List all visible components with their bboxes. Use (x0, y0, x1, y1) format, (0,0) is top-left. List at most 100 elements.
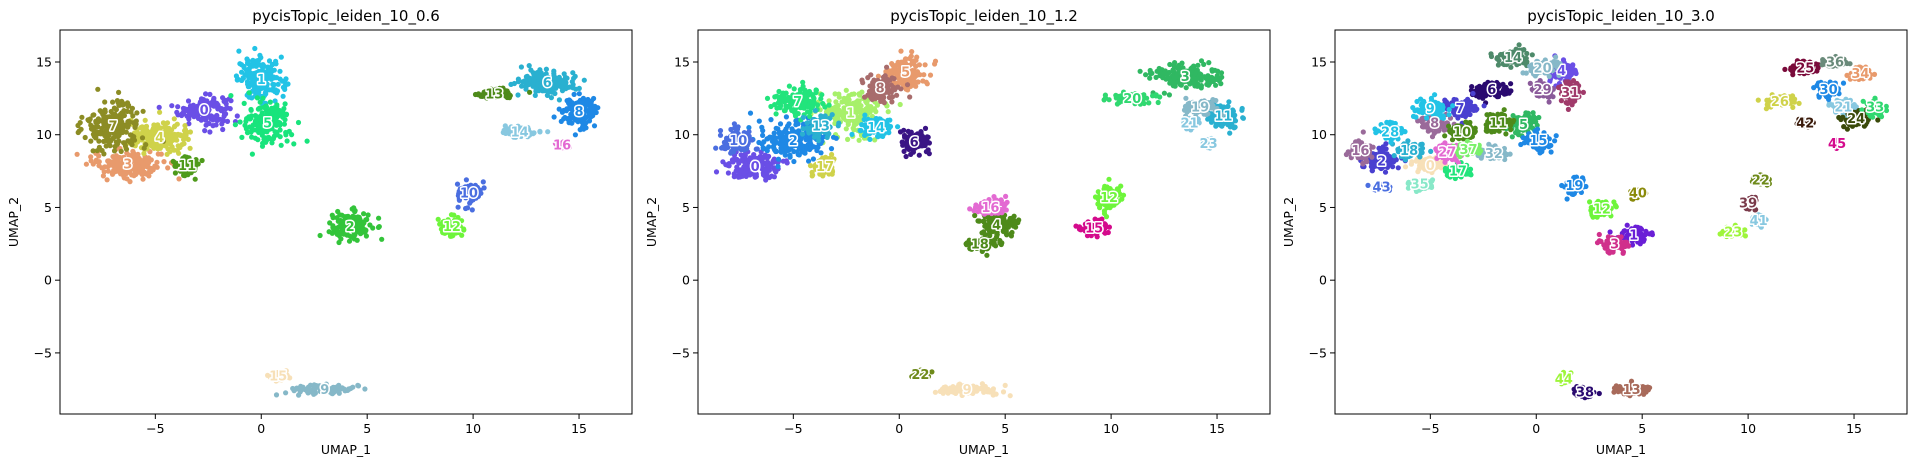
data-point (266, 115, 272, 121)
data-point (570, 70, 576, 76)
cluster-label: 2 (789, 134, 798, 149)
data-point (130, 148, 136, 154)
data-point (1161, 90, 1167, 96)
data-point (155, 151, 161, 157)
data-point (265, 127, 271, 133)
data-point (916, 62, 923, 68)
data-point (1240, 115, 1246, 121)
data-point (772, 139, 778, 145)
data-point (576, 113, 582, 119)
data-point (1016, 217, 1022, 223)
data-point (281, 121, 287, 127)
data-point (916, 152, 922, 158)
data-point (115, 124, 121, 130)
data-point (809, 173, 815, 179)
data-point (102, 99, 108, 105)
data-point (145, 135, 151, 141)
cluster-label: 1 (846, 106, 855, 121)
data-point (918, 129, 924, 135)
data-point (1205, 74, 1211, 80)
data-point (836, 94, 842, 100)
data-point (282, 101, 288, 107)
data-point (195, 115, 201, 121)
data-point (470, 188, 476, 194)
data-point (280, 109, 286, 116)
data-point (252, 45, 258, 52)
data-point (808, 145, 814, 151)
cluster-label: 0 (200, 104, 209, 119)
data-point (913, 57, 919, 63)
data-point (203, 109, 209, 115)
data-point (532, 92, 538, 98)
data-point (923, 79, 929, 85)
data-point (197, 100, 203, 106)
data-point (143, 130, 149, 136)
data-point (924, 140, 930, 146)
data-point (1171, 62, 1177, 69)
data-point (118, 115, 124, 121)
data-point (572, 73, 578, 79)
data-point (99, 118, 105, 124)
data-point (545, 89, 551, 95)
data-point (775, 156, 782, 162)
data-point (114, 128, 120, 134)
data-point (816, 137, 822, 144)
data-point (859, 122, 865, 128)
data-point (132, 124, 138, 130)
data-point (90, 112, 96, 118)
data-point (167, 137, 174, 143)
data-point (186, 121, 192, 127)
cluster-label: 3 (123, 157, 132, 172)
data-point (111, 148, 118, 154)
data-point (139, 135, 146, 141)
data-point (784, 148, 790, 154)
data-point (717, 128, 724, 134)
x-tick-label: 5 (1001, 421, 1009, 436)
data-point (1003, 193, 1009, 199)
data-point (336, 382, 342, 388)
data-point (907, 94, 913, 100)
data-point (768, 117, 774, 123)
data-point (1114, 101, 1120, 107)
data-point (791, 158, 797, 165)
data-point (209, 99, 215, 105)
cluster-points (508, 63, 587, 103)
data-point (234, 113, 240, 119)
data-point (799, 144, 806, 150)
cluster-label: 9 (320, 383, 329, 398)
data-point (1114, 95, 1120, 101)
data-point (766, 174, 773, 181)
data-point (169, 144, 175, 150)
data-point (103, 143, 109, 149)
data-point (196, 107, 202, 113)
data-point (273, 61, 279, 67)
data-point (119, 110, 125, 116)
data-point (843, 87, 849, 93)
data-point (90, 148, 96, 154)
data-point (776, 129, 782, 135)
data-point (579, 107, 586, 113)
data-point (761, 139, 767, 145)
data-point (818, 150, 824, 156)
data-point (797, 87, 804, 93)
data-point (773, 148, 779, 155)
y-tick-label: −5 (34, 345, 52, 360)
data-point (186, 112, 192, 118)
data-point (118, 148, 124, 154)
data-point (165, 165, 171, 171)
data-point (104, 177, 110, 183)
data-point (239, 134, 245, 140)
data-point (583, 125, 589, 131)
data-point (843, 126, 849, 132)
data-point (1106, 97, 1112, 103)
data-point (281, 106, 287, 112)
data-point (173, 133, 180, 139)
data-point (186, 116, 192, 122)
data-point (867, 136, 873, 142)
data-point (95, 86, 101, 92)
data-point (102, 121, 108, 127)
data-point (895, 124, 901, 130)
data-point (889, 61, 895, 67)
data-point (1183, 95, 1189, 101)
data-point (96, 163, 102, 169)
